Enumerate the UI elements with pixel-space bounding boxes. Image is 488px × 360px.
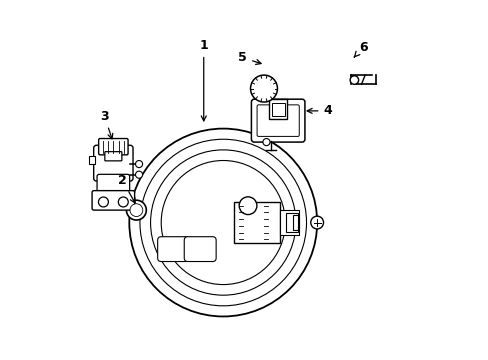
Circle shape xyxy=(239,197,256,215)
Text: 2: 2 xyxy=(118,174,135,203)
FancyBboxPatch shape xyxy=(99,139,128,155)
Circle shape xyxy=(135,171,142,178)
Circle shape xyxy=(263,139,269,145)
FancyBboxPatch shape xyxy=(104,152,122,161)
FancyBboxPatch shape xyxy=(157,237,189,261)
Circle shape xyxy=(98,197,108,207)
Text: 3: 3 xyxy=(100,110,113,139)
FancyBboxPatch shape xyxy=(286,213,297,232)
FancyBboxPatch shape xyxy=(268,99,287,119)
Text: 5: 5 xyxy=(238,51,261,64)
Circle shape xyxy=(310,216,323,229)
FancyBboxPatch shape xyxy=(92,191,134,210)
FancyBboxPatch shape xyxy=(271,103,284,116)
Circle shape xyxy=(349,76,358,84)
Text: 6: 6 xyxy=(353,41,367,57)
Text: 4: 4 xyxy=(306,104,331,117)
Circle shape xyxy=(150,150,295,295)
Circle shape xyxy=(140,139,306,306)
FancyBboxPatch shape xyxy=(94,145,133,181)
FancyBboxPatch shape xyxy=(251,99,305,142)
Circle shape xyxy=(130,204,142,216)
FancyBboxPatch shape xyxy=(233,202,279,243)
FancyBboxPatch shape xyxy=(88,156,95,164)
FancyBboxPatch shape xyxy=(257,105,299,136)
FancyBboxPatch shape xyxy=(292,215,297,230)
Circle shape xyxy=(126,200,146,220)
Circle shape xyxy=(250,75,277,102)
FancyBboxPatch shape xyxy=(279,210,299,235)
Circle shape xyxy=(161,161,285,284)
FancyBboxPatch shape xyxy=(97,174,129,198)
Text: 1: 1 xyxy=(199,39,208,121)
Circle shape xyxy=(118,197,128,207)
Circle shape xyxy=(135,161,142,168)
FancyBboxPatch shape xyxy=(184,237,216,261)
